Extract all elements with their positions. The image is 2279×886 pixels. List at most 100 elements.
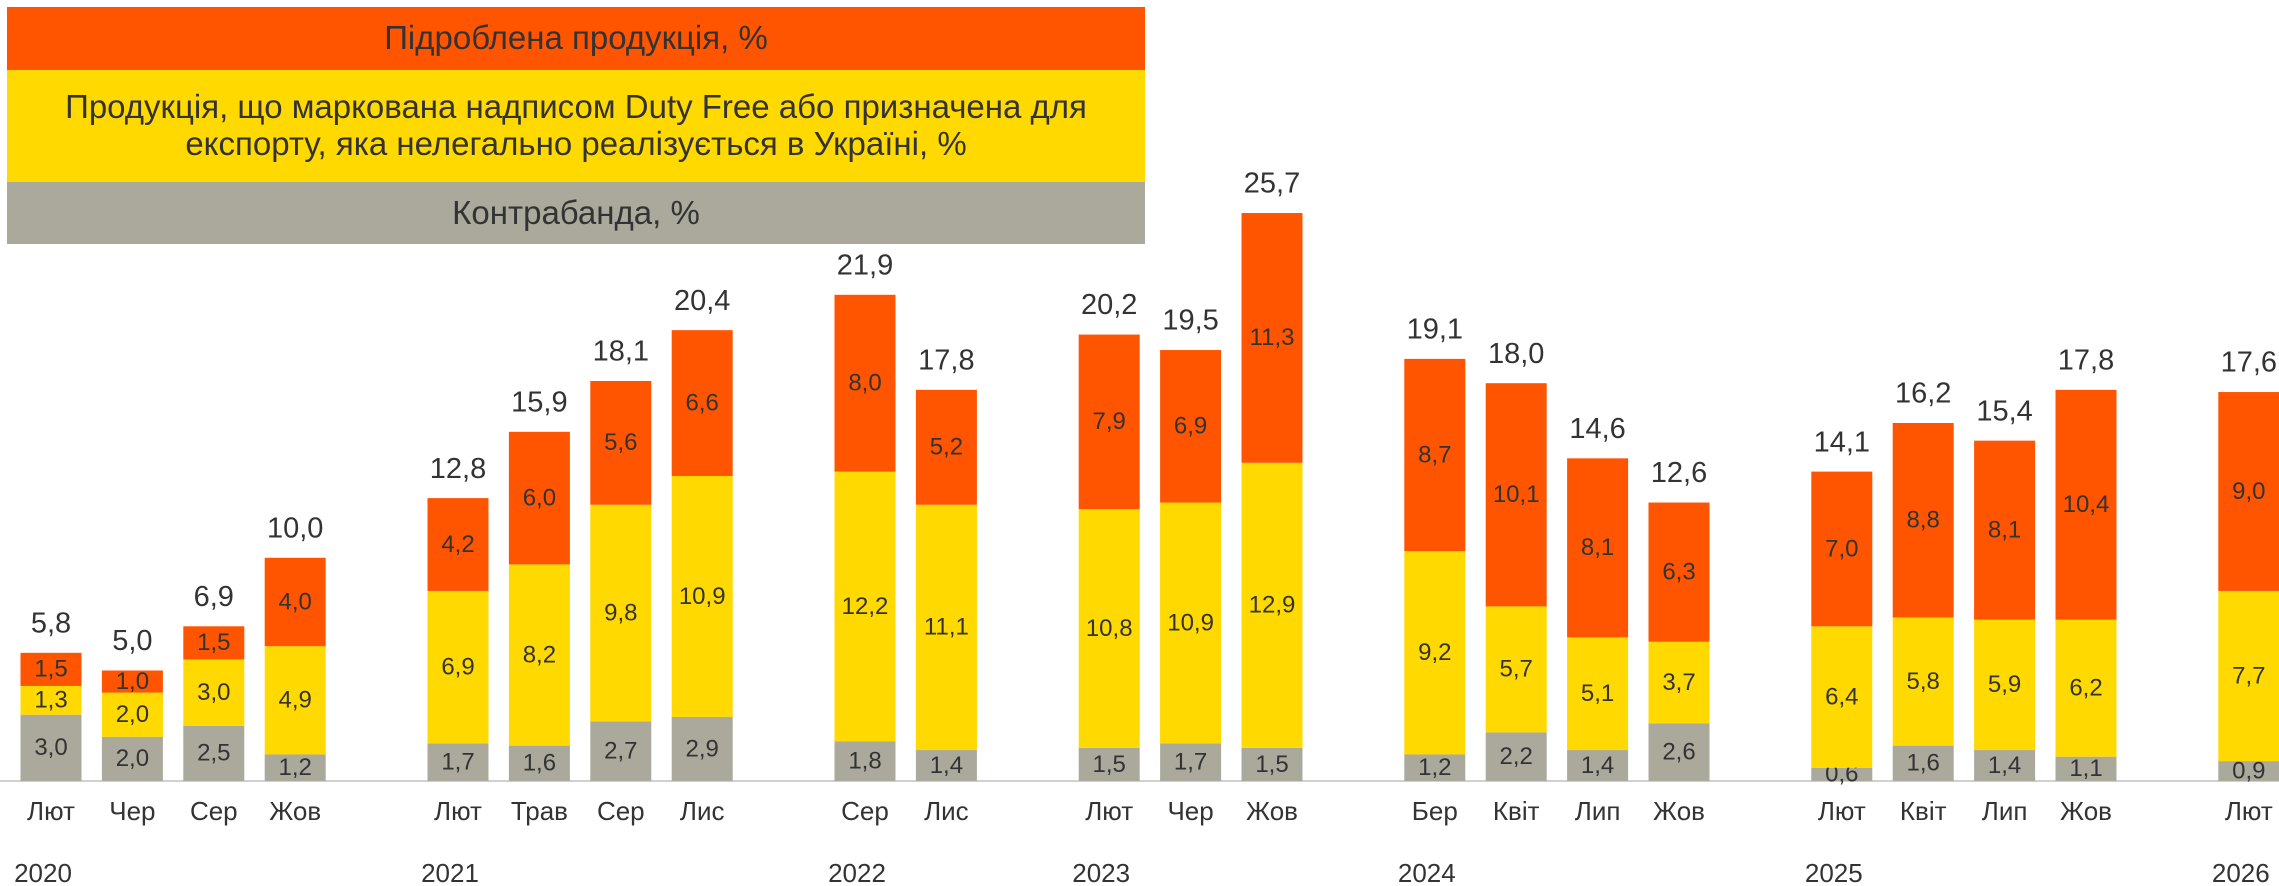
x-tick-label: Трав [511,796,568,826]
total-label: 20,4 [674,285,730,317]
value-label: 9,2 [1418,639,1451,666]
value-label: 12,2 [842,593,889,620]
value-label: 8,1 [1581,534,1614,561]
bar-segment [1648,502,1710,642]
bar-segment [20,685,82,715]
bar-segment [508,745,570,781]
value-label: 9,0 [2232,478,2265,505]
value-label: 4,2 [441,531,474,558]
value-label: 1,0 [116,668,149,695]
value-label: 5,9 [1988,671,2021,698]
value-label: 2,6 [1662,739,1695,766]
value-label: 4,9 [279,687,312,714]
bar-segment [1811,471,1873,627]
value-label: 1,3 [34,687,67,714]
bar-segment [1648,641,1710,724]
bar-segment [427,743,489,781]
x-tick-label: Сер [190,796,238,826]
total-label: 16,2 [1895,378,1951,410]
year-label: 2023 [1072,858,1130,886]
value-label: 3,0 [197,679,230,706]
legend-entry: Продукція, що маркована надписом Duty Fr… [7,70,1145,182]
year-label: 2022 [828,858,886,886]
value-label: 9,8 [604,599,637,626]
bar-segment [1160,502,1222,744]
bar-segment [183,659,245,726]
total-label: 15,9 [511,386,567,418]
value-label: 1,6 [523,750,556,777]
total-label: 17,8 [918,344,974,376]
total-label: 14,6 [1569,413,1625,445]
total-label: 12,6 [1651,457,1707,489]
year-label: 2021 [421,858,479,886]
x-tick-label: Лис [680,796,725,826]
bar-segment [101,736,163,781]
total-label: 18,1 [593,336,649,368]
value-label: 1,2 [1418,754,1451,781]
total-label: 6,9 [194,581,234,613]
total-label: 20,2 [1081,289,1137,321]
value-label: 6,3 [1662,558,1695,585]
value-label: 12,9 [1249,592,1296,619]
bar-segment [915,750,977,781]
bar-segment [1404,551,1466,755]
total-label: 19,1 [1407,314,1463,346]
value-label: 10,8 [1086,615,1133,642]
bar-segment [1485,383,1547,607]
bar-segment [1567,750,1629,781]
x-tick-label: Квіт [1900,796,1947,826]
x-tick-label: Лют [27,796,75,826]
x-tick-label: Жов [269,796,321,826]
x-tick-label: Лют [434,796,482,826]
bar-segment [590,504,652,722]
value-label: 5,6 [604,429,637,456]
value-label: 3,7 [1662,669,1695,696]
bar-segment [20,652,82,686]
total-label: 10,0 [267,512,323,544]
value-label: 7,7 [2232,662,2265,689]
bar-segment [20,714,82,781]
year-label: 2024 [1398,858,1456,886]
value-label: 6,9 [441,654,474,681]
value-label: 2,0 [116,701,149,728]
bar-segment [1648,723,1710,781]
value-label: 10,4 [2063,491,2110,518]
total-label: 17,8 [2058,344,2114,376]
value-label: 1,1 [2069,755,2102,782]
bar-segment [1485,606,1547,733]
value-label: 1,7 [441,749,474,776]
x-tick-label: Жов [1246,796,1298,826]
bar-segment [264,754,326,781]
bar-segment [1567,458,1629,638]
bar-segment [1811,767,1873,781]
bar-segment [1078,334,1140,510]
bar-segment [915,389,977,505]
bar-segment [590,721,652,781]
bar-segment [1811,626,1873,768]
bar-segment [1892,745,1954,781]
value-label: 1,4 [1988,752,2021,779]
bar-segment [1974,440,2036,620]
value-label: 6,4 [1825,683,1858,710]
value-label: 6,0 [523,484,556,511]
value-label: 11,3 [1250,324,1295,351]
value-label: 8,2 [523,641,556,668]
total-label: 17,6 [2221,347,2277,379]
value-label: 1,4 [930,752,963,779]
value-label: 10,9 [679,583,726,610]
bar-segment [2055,389,2117,620]
bar-segment [1078,747,1140,781]
bar-segment [1241,213,1303,463]
bar-segment [1241,747,1303,781]
value-label: 3,0 [34,734,67,761]
value-label: 8,7 [1418,441,1451,468]
value-label: 2,7 [604,738,637,765]
value-label: 8,8 [1907,507,1940,534]
x-tick-label: Лип [1982,796,2028,826]
x-tick-label: Лют [1818,796,1866,826]
x-tick-label: Лип [1575,796,1621,826]
total-label: 15,4 [1976,395,2032,427]
bar-segment [2218,392,2279,591]
value-label: 2,2 [1500,743,1533,770]
